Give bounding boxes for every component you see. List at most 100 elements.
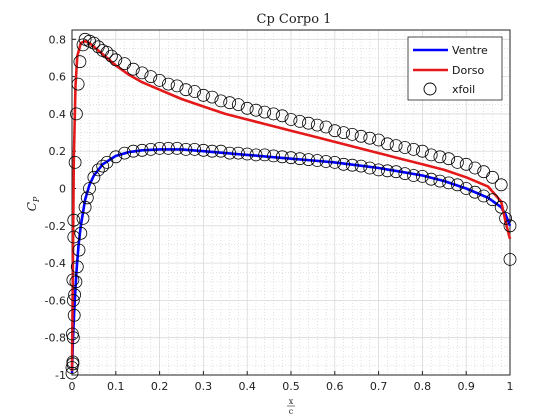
legend: Ventre Dorso xfoil: [407, 36, 503, 101]
xfoil-point: [118, 146, 131, 160]
xfoil-point: [337, 126, 351, 140]
xfoil-point: [284, 151, 298, 165]
xfoil-point: [69, 275, 83, 289]
xfoil-point: [196, 88, 210, 102]
xfoil-point: [188, 142, 202, 156]
xfoil-point: [442, 176, 456, 190]
xfoil-point: [363, 131, 377, 145]
xfoil-point: [433, 150, 447, 164]
xfoil-point: [267, 149, 280, 163]
xfoil-point: [205, 90, 219, 104]
xfoil-point: [275, 109, 289, 123]
xfoil-point: [188, 85, 202, 98]
y-tick-label: -1: [55, 369, 66, 382]
xfoil-point: [415, 169, 429, 183]
series-layer: [65, 32, 517, 380]
xfoil-point: [231, 98, 245, 111]
xfoil-point: [310, 154, 324, 167]
xfoil-point: [240, 147, 254, 161]
xfoil-point: [249, 148, 263, 162]
xfoil-point: [337, 157, 351, 171]
xfoil-point: [76, 211, 90, 225]
xfoil-point: [135, 143, 149, 157]
y-tick-label: -0.2: [45, 220, 66, 233]
xfoil-point: [293, 152, 307, 166]
xfoil-point: [450, 155, 464, 169]
x-tick-label: 0.6: [326, 380, 344, 393]
xfoil-point: [380, 137, 394, 151]
xfoil-point: [258, 148, 272, 162]
x-tick-label: 0.2: [151, 380, 169, 393]
xfoil-point: [450, 178, 464, 192]
xfoil-point: [275, 150, 289, 164]
xfoil-point: [170, 141, 184, 155]
xfoil-point: [503, 219, 517, 233]
xfoil-point: [179, 83, 193, 97]
x-tick-label: 0.4: [238, 380, 256, 393]
xfoil-point: [96, 159, 110, 173]
xfoil-point: [196, 143, 210, 157]
xfoil-point: [345, 127, 359, 141]
xfoil-point: [73, 55, 87, 69]
y-tick-label: -0.6: [45, 294, 66, 307]
xfoil-point: [328, 155, 342, 169]
xfoil-point: [153, 141, 167, 155]
xfoil-point: [66, 355, 80, 369]
y-tick-label: 0.8: [49, 33, 67, 46]
xfoil-point: [78, 200, 92, 214]
xfoil-point: [310, 118, 324, 132]
xfoil-point: [380, 164, 394, 178]
xfoil-point: [74, 226, 88, 240]
xfoil-point: [144, 142, 158, 156]
xfoil-point: [389, 165, 403, 179]
xfoil-point: [354, 159, 368, 173]
xfoil-point: [293, 115, 307, 128]
xfoil-point: [109, 53, 123, 67]
xfoil-point: [302, 116, 315, 130]
xfoil-point: [319, 120, 333, 134]
xfoil-point: [76, 38, 90, 52]
xfoil-point: [302, 153, 315, 167]
xfoil-point: [398, 167, 412, 181]
xfoil-point: [258, 105, 272, 119]
legend-marker-xfoil: [423, 82, 437, 96]
xfoil-point: [249, 103, 263, 117]
xfoil-point: [71, 77, 85, 91]
xfoil-point: [468, 185, 482, 199]
xfoil-point: [459, 182, 473, 195]
xfoil-point: [407, 169, 421, 182]
xfoil-point: [68, 288, 81, 302]
xfoil-point: [87, 36, 101, 50]
xfoil-point: [68, 155, 82, 169]
series-line-ventre: [70, 148, 512, 374]
xfoil-point: [499, 211, 513, 225]
xfoil-point: [67, 308, 81, 322]
y-tick-label: 0.6: [49, 71, 67, 84]
y-tick-label: 0.2: [49, 145, 67, 158]
xfoil-point: [319, 155, 333, 168]
xfoil-point: [100, 46, 114, 59]
xfoil-point: [407, 142, 421, 156]
legend-label-ventre: Ventre: [452, 44, 488, 57]
xfoil-point: [223, 146, 237, 160]
y-axis-label: CP: [25, 196, 41, 211]
x-tick-label: 0.5: [282, 380, 300, 393]
xfoil-point: [398, 141, 412, 154]
xfoil-point: [214, 94, 228, 108]
xfoil-point: [126, 144, 140, 158]
axis-ticks: 0 0.1 0.2 0.3 0.4 0.5 0.6 0.7 0.8 0.9 1 -1 -0.8 -0.6 -…: [45, 33, 514, 393]
chart-title: Cp Corpo 1: [257, 12, 332, 27]
xfoil-point: [459, 157, 473, 171]
xfoil-point: [477, 189, 491, 203]
xfoil-point: [144, 70, 158, 83]
xfoil-point: [66, 293, 80, 307]
xfoil-point: [345, 158, 359, 172]
xfoil-point: [363, 161, 377, 175]
xfoil-point: [153, 74, 167, 87]
xfoil-point: [424, 148, 438, 162]
xfoil-point: [415, 144, 429, 158]
xfoil-point: [503, 252, 517, 266]
xfoil-point: [240, 101, 254, 115]
xfoil-point: [161, 77, 175, 91]
